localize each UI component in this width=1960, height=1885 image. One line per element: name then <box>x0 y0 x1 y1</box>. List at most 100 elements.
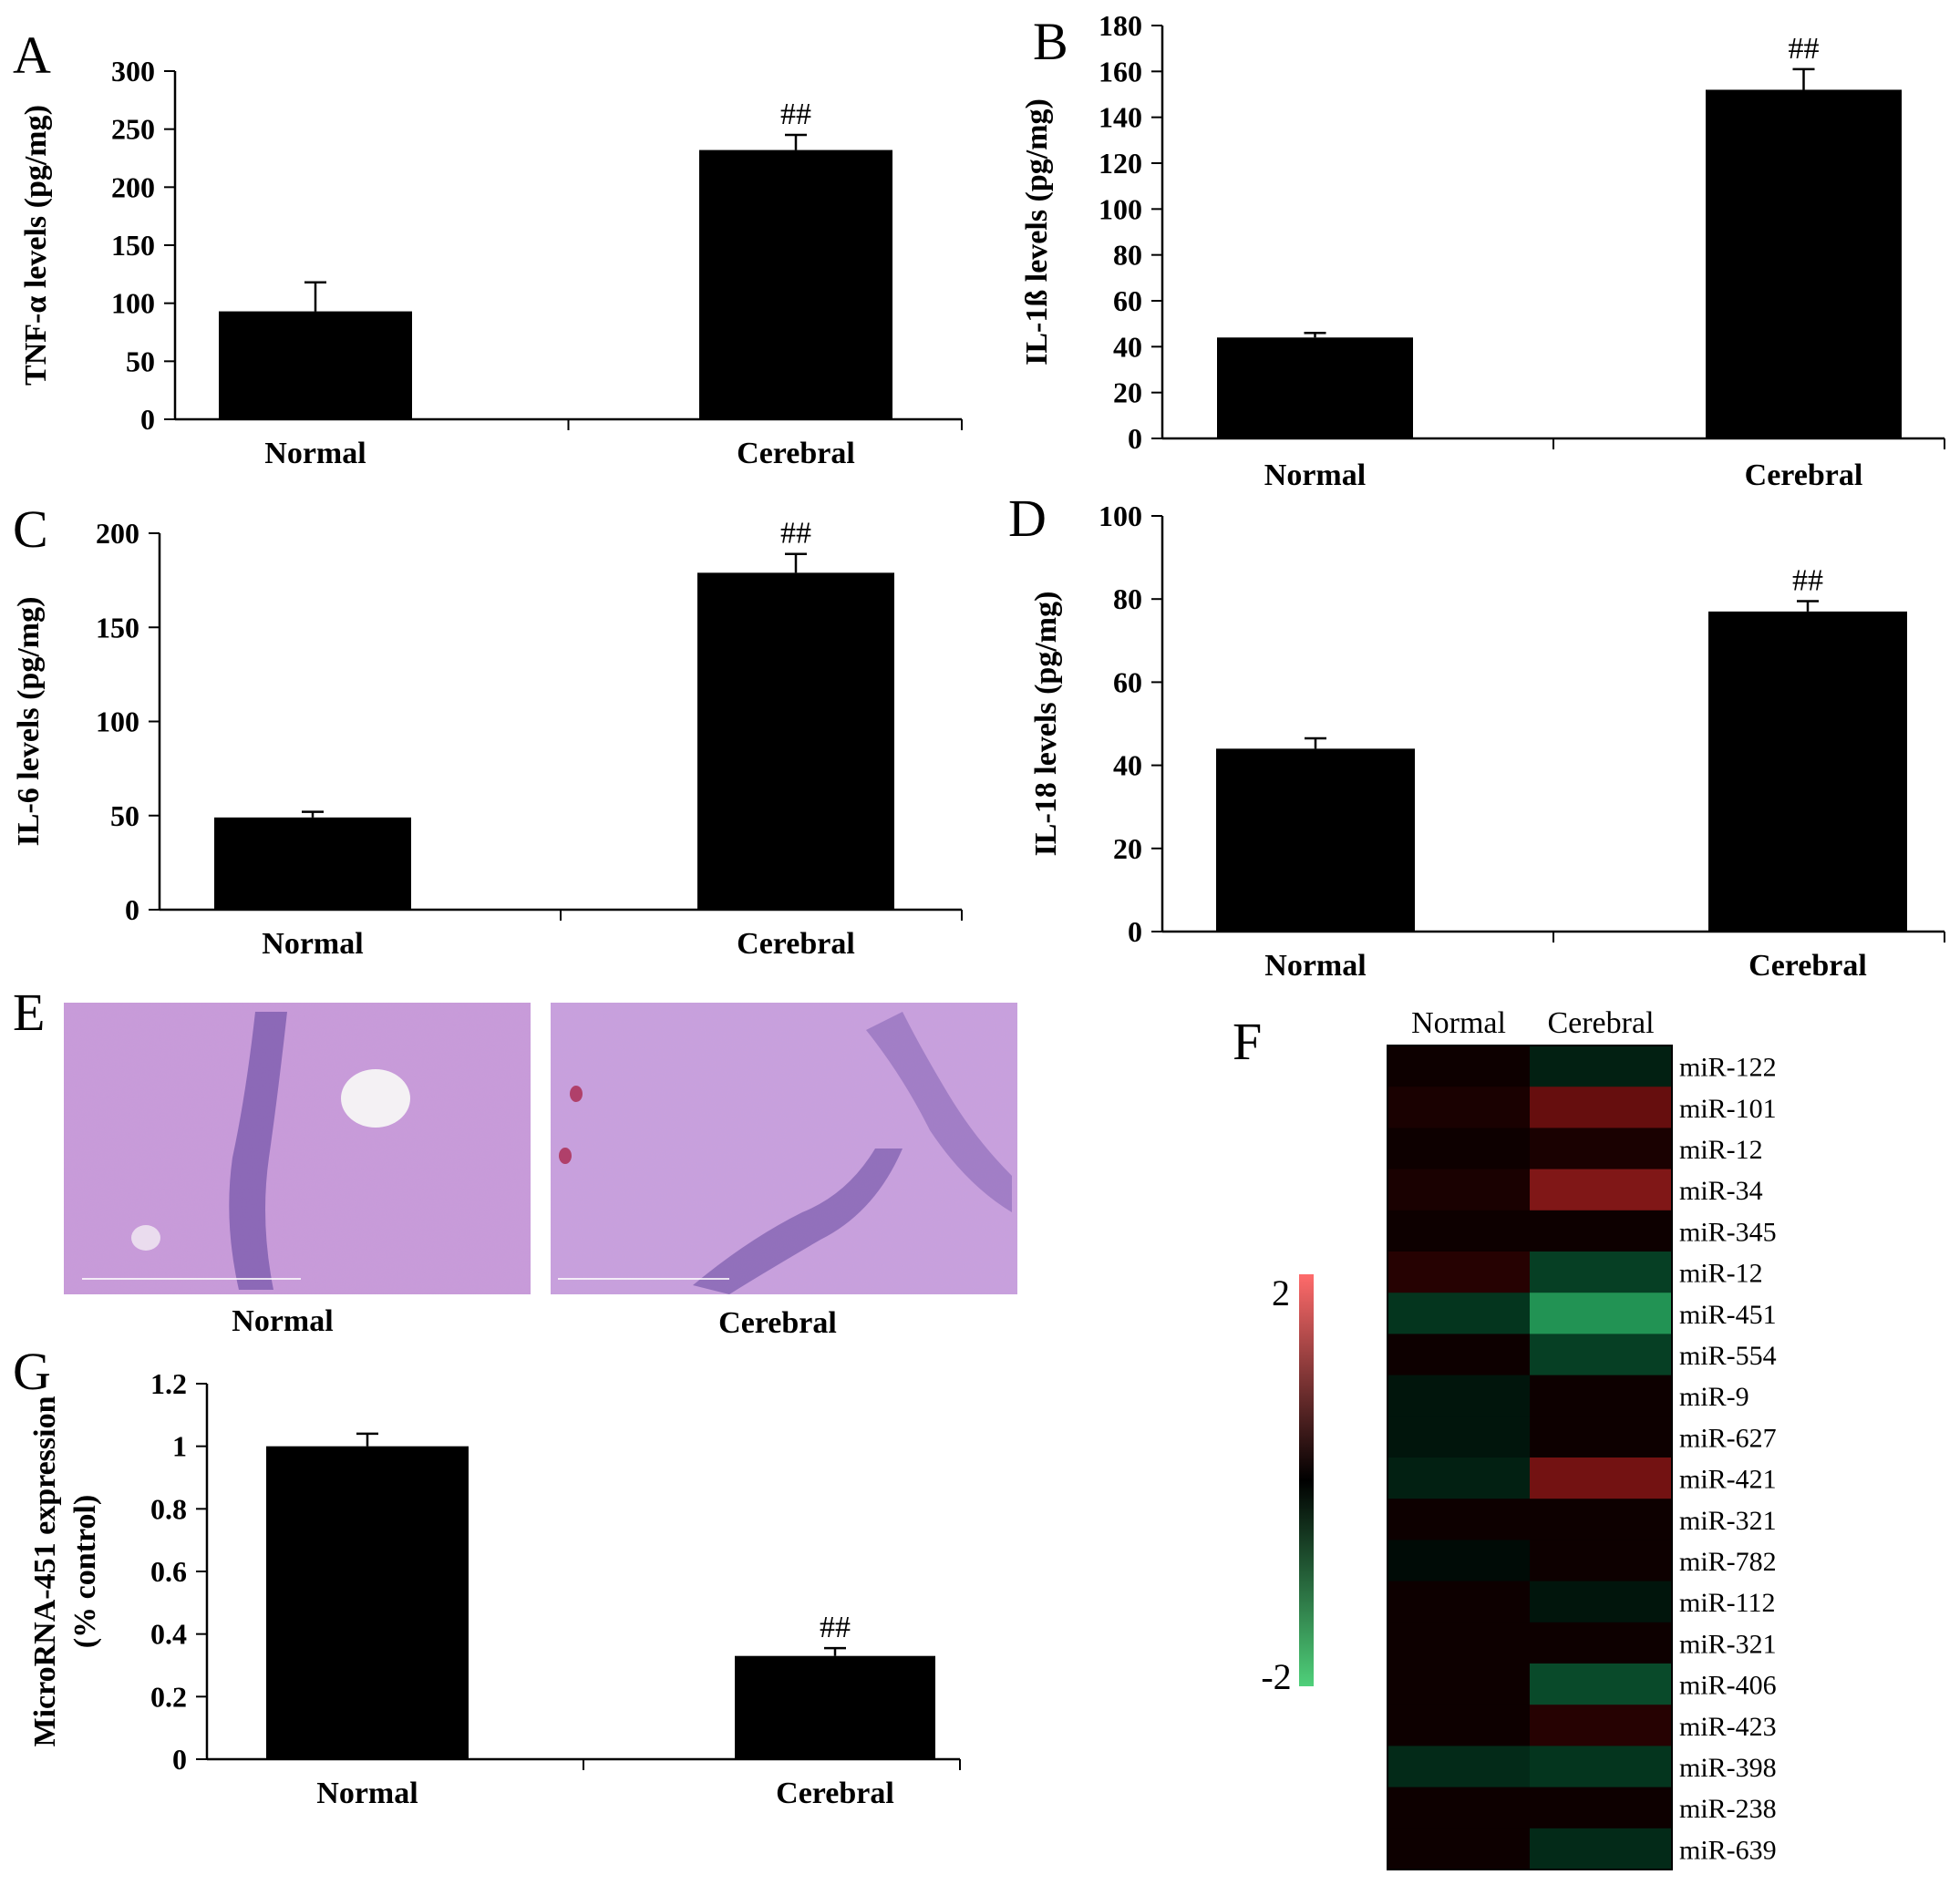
y-tick-label: 200 <box>111 170 155 203</box>
y-tick-label: 0 <box>1128 422 1142 455</box>
heatmap-row-label: miR-34 <box>1679 1176 1763 1206</box>
y-tick-label: 0 <box>140 403 155 436</box>
y-tick-label: 150 <box>111 229 155 262</box>
y-tick-label: 160 <box>1099 55 1142 88</box>
heatmap-cell <box>1387 1210 1530 1252</box>
heatmap-row-label: miR-423 <box>1679 1712 1777 1742</box>
bar-cerebral <box>697 572 894 910</box>
heatmap-column-label: Normal <box>1411 1006 1506 1040</box>
y-axis-label-line: (% control) <box>68 1495 102 1648</box>
color-scale-min-label: -2 <box>1261 1656 1291 1697</box>
significance-marker: ## <box>780 98 811 131</box>
category-label: Normal <box>262 927 363 961</box>
chart-il-1b: 0 20 40 60 80 100 120 140 160 180 Normal ## Cerebral… <box>1020 9 1945 492</box>
heatmap-row-label: miR-12 <box>1679 1135 1763 1165</box>
heatmap-cell <box>1387 1664 1530 1705</box>
y-tick-label: 0.4 <box>150 1618 187 1651</box>
heatmap-cell <box>1530 1746 1672 1788</box>
heatmap-cell <box>1530 1293 1672 1334</box>
histology-panel: Normal Cerebral <box>64 1003 1017 1340</box>
heatmap-cell <box>1530 1828 1672 1870</box>
heatmap-cell <box>1530 1169 1672 1211</box>
y-axis-label: IL-18 levels (pg/mg) <box>1029 592 1063 857</box>
heatmap-cell <box>1387 1046 1530 1087</box>
bar-normal <box>219 311 412 419</box>
y-tick-label: 100 <box>96 706 139 738</box>
chart-il-18: 0 20 40 60 80 100 Normal ## Cerebral IL-18 levels… <box>1029 500 1945 983</box>
category-label: Normal <box>316 1777 418 1810</box>
heatmap-cell <box>1530 1787 1672 1829</box>
heatmap-row-label: miR-639 <box>1679 1835 1777 1865</box>
heatmap-cell <box>1530 1705 1672 1746</box>
y-tick-label: 80 <box>1113 239 1142 272</box>
y-tick-label: 40 <box>1113 749 1142 782</box>
y-tick-label: 0.8 <box>150 1492 187 1525</box>
heatmap-microrna: Normal CerebralmiR-122miR-101miR-12miR-34… <box>1261 1006 1777 1870</box>
histology-image-normal <box>64 1003 531 1294</box>
color-scale-bar <box>1299 1274 1314 1686</box>
heatmap-cell <box>1387 1128 1530 1170</box>
bar-cerebral <box>1708 611 1907 932</box>
panel-label-a: A <box>13 26 51 85</box>
heatmap-cell <box>1530 1458 1672 1499</box>
heatmap-cell <box>1387 1252 1530 1293</box>
y-tick-label: 120 <box>1099 147 1142 180</box>
heatmap-row-label: miR-398 <box>1679 1753 1777 1783</box>
heatmap-cell <box>1530 1664 1672 1705</box>
heatmap-cell <box>1387 1581 1530 1623</box>
heatmap-cell <box>1530 1622 1672 1664</box>
panel-label-c: C <box>13 500 48 559</box>
heatmap-cell <box>1530 1046 1672 1087</box>
heatmap-column-label: Cerebral <box>1547 1006 1654 1040</box>
heatmap-row-label: miR-627 <box>1679 1423 1777 1453</box>
heatmap-cell <box>1387 1540 1530 1582</box>
heatmap-cell <box>1387 1416 1530 1458</box>
y-tick-label: 40 <box>1113 330 1142 363</box>
panel-label-b: B <box>1033 12 1068 71</box>
heatmap-row-label: miR-9 <box>1679 1382 1749 1412</box>
heatmap-cell <box>1530 1581 1672 1623</box>
heatmap-row-label: miR-345 <box>1679 1217 1777 1247</box>
y-tick-label: 140 <box>1099 101 1142 134</box>
y-tick-label: 150 <box>96 611 139 644</box>
y-tick-label: 20 <box>1113 376 1142 409</box>
y-tick-label: 100 <box>1099 500 1142 532</box>
heatmap-row-label: miR-321 <box>1679 1629 1777 1659</box>
y-tick-label: 300 <box>111 55 155 88</box>
color-scale-max-label: 2 <box>1272 1272 1290 1313</box>
category-label: Normal <box>1264 949 1366 983</box>
heatmap-row-label: miR-122 <box>1679 1053 1777 1083</box>
bar-normal <box>214 817 411 910</box>
heatmap-cell <box>1530 1334 1672 1376</box>
chart-tnf-alpha: 0 50 100 150 200 250 300 Normal ## Cerebral TNF-α … <box>19 55 963 470</box>
y-tick-label: 100 <box>111 287 155 320</box>
y-tick-label: 80 <box>1113 582 1142 615</box>
panel-label-d: D <box>1008 489 1047 548</box>
heatmap-cell <box>1387 1622 1530 1664</box>
heatmap-row-label: miR-12 <box>1679 1259 1763 1289</box>
heatmap-row-label: miR-112 <box>1679 1588 1776 1618</box>
heatmap-cell <box>1387 1169 1530 1211</box>
y-tick-label: 0.2 <box>150 1680 187 1713</box>
heatmap-cell <box>1530 1375 1672 1417</box>
heatmap-cell <box>1387 1828 1530 1870</box>
y-axis-label-line: MicroRNA-451 expression <box>28 1396 62 1746</box>
heatmap-row-label: miR-406 <box>1679 1671 1777 1701</box>
heatmap-cell <box>1387 1334 1530 1376</box>
heatmap-cell <box>1530 1540 1672 1582</box>
heatmap-cell <box>1387 1705 1530 1746</box>
panel-label-g: G <box>13 1342 51 1401</box>
y-axis-label: IL-6 levels (pg/mg) <box>12 597 46 847</box>
heatmap-cell <box>1530 1087 1672 1128</box>
category-label: Cerebral <box>776 1777 894 1810</box>
histology-label-normal: Normal <box>232 1304 333 1338</box>
significance-marker: ## <box>820 1611 851 1644</box>
bar-cerebral <box>1706 89 1902 438</box>
heatmap-cell <box>1387 1087 1530 1128</box>
category-label: Normal <box>264 437 366 470</box>
bar-normal <box>1217 337 1413 438</box>
y-tick-label: 60 <box>1113 665 1142 698</box>
bar-cerebral <box>699 149 892 419</box>
significance-marker: ## <box>1792 563 1823 597</box>
